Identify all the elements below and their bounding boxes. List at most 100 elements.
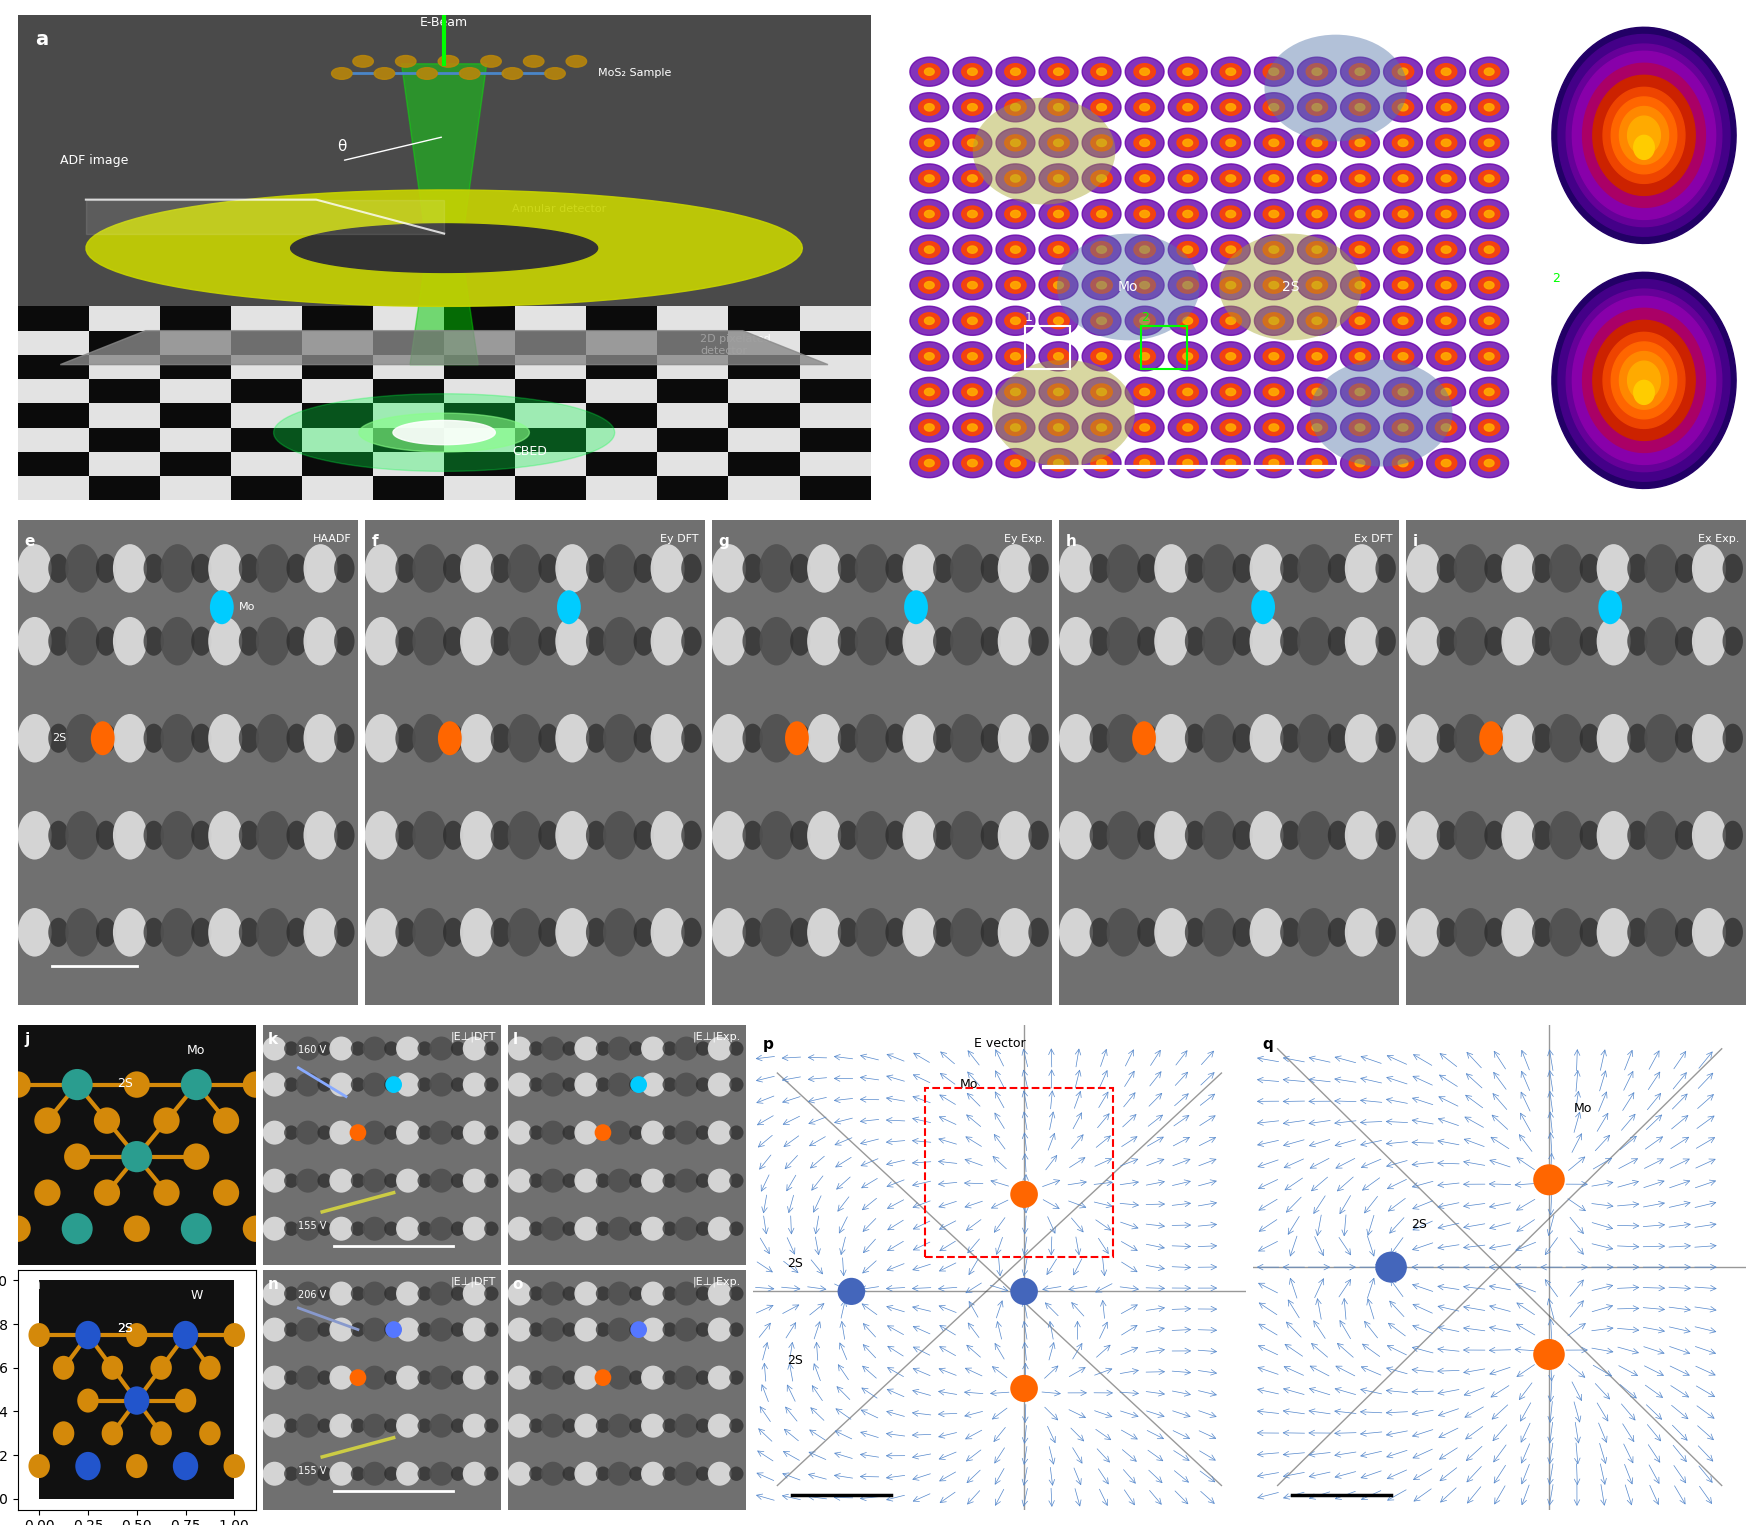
Bar — [658, 404, 729, 427]
Bar — [799, 307, 871, 331]
Polygon shape — [924, 424, 935, 432]
Circle shape — [674, 1365, 699, 1389]
Polygon shape — [1254, 307, 1293, 336]
Polygon shape — [1349, 241, 1371, 258]
Polygon shape — [997, 413, 1035, 442]
Polygon shape — [967, 175, 977, 181]
Circle shape — [538, 820, 559, 849]
Circle shape — [838, 820, 857, 849]
Circle shape — [808, 714, 841, 762]
Polygon shape — [1005, 134, 1027, 151]
Polygon shape — [1441, 282, 1452, 288]
Bar — [586, 451, 658, 476]
Circle shape — [707, 1072, 732, 1096]
Polygon shape — [1268, 210, 1279, 218]
Bar — [161, 331, 231, 355]
Circle shape — [785, 721, 810, 755]
Circle shape — [1132, 721, 1155, 755]
Polygon shape — [924, 175, 935, 181]
Circle shape — [596, 1222, 610, 1235]
Circle shape — [886, 724, 907, 753]
Circle shape — [483, 1371, 499, 1385]
Circle shape — [1579, 554, 1600, 583]
Polygon shape — [1212, 377, 1251, 407]
Polygon shape — [1399, 139, 1408, 146]
Polygon shape — [1125, 200, 1164, 229]
Bar — [161, 476, 231, 500]
Polygon shape — [910, 307, 949, 336]
Circle shape — [998, 811, 1032, 860]
Bar — [799, 380, 871, 404]
Polygon shape — [1341, 448, 1379, 477]
Polygon shape — [1441, 210, 1452, 218]
Circle shape — [640, 1121, 665, 1145]
Circle shape — [296, 1414, 319, 1438]
Bar — [658, 355, 729, 380]
Bar — [445, 331, 515, 355]
Polygon shape — [924, 69, 935, 75]
Polygon shape — [1011, 317, 1020, 325]
Polygon shape — [961, 454, 983, 471]
Bar — [515, 451, 586, 476]
Polygon shape — [1469, 270, 1508, 300]
Bar — [729, 331, 799, 355]
Bar — [445, 451, 515, 476]
Polygon shape — [1097, 69, 1106, 75]
Bar — [88, 476, 161, 500]
Bar — [88, 331, 161, 355]
Circle shape — [695, 1322, 711, 1337]
Circle shape — [1722, 627, 1743, 656]
Circle shape — [333, 724, 355, 753]
Bar — [302, 451, 372, 476]
Circle shape — [594, 1369, 612, 1386]
Polygon shape — [1298, 93, 1337, 122]
Polygon shape — [1312, 139, 1321, 146]
Circle shape — [695, 1173, 711, 1188]
Circle shape — [48, 724, 69, 753]
Polygon shape — [1469, 448, 1508, 477]
Polygon shape — [1212, 413, 1251, 442]
Circle shape — [508, 714, 542, 762]
Circle shape — [1531, 820, 1552, 849]
Polygon shape — [1140, 139, 1150, 146]
Circle shape — [856, 618, 889, 665]
Polygon shape — [1392, 278, 1413, 293]
Polygon shape — [1226, 210, 1235, 218]
Polygon shape — [1552, 27, 1736, 244]
Polygon shape — [1392, 134, 1413, 151]
Polygon shape — [1383, 448, 1422, 477]
Circle shape — [1028, 627, 1050, 656]
Polygon shape — [1298, 413, 1337, 442]
Bar — [658, 451, 729, 476]
Circle shape — [18, 811, 51, 860]
Text: i: i — [1413, 534, 1418, 549]
Circle shape — [640, 1365, 665, 1389]
Circle shape — [707, 1461, 732, 1485]
Circle shape — [1692, 811, 1725, 860]
Circle shape — [482, 55, 501, 67]
Circle shape — [603, 714, 637, 762]
Bar — [729, 380, 799, 404]
Text: 2: 2 — [1552, 273, 1559, 285]
Circle shape — [1011, 1180, 1037, 1208]
Circle shape — [65, 811, 99, 860]
Circle shape — [640, 1168, 665, 1193]
Polygon shape — [1399, 389, 1408, 395]
Polygon shape — [1005, 419, 1027, 436]
Polygon shape — [1168, 448, 1207, 477]
Circle shape — [790, 627, 810, 656]
Polygon shape — [1134, 99, 1155, 116]
Polygon shape — [1341, 128, 1379, 157]
Polygon shape — [1392, 64, 1413, 79]
Circle shape — [385, 1287, 399, 1301]
Circle shape — [838, 554, 857, 583]
Circle shape — [630, 1042, 644, 1055]
Polygon shape — [1427, 270, 1466, 300]
Circle shape — [933, 724, 954, 753]
Circle shape — [385, 1467, 399, 1481]
Polygon shape — [1226, 424, 1235, 432]
Circle shape — [397, 1168, 420, 1193]
Polygon shape — [967, 246, 977, 253]
Circle shape — [542, 1281, 564, 1305]
Polygon shape — [1469, 413, 1508, 442]
